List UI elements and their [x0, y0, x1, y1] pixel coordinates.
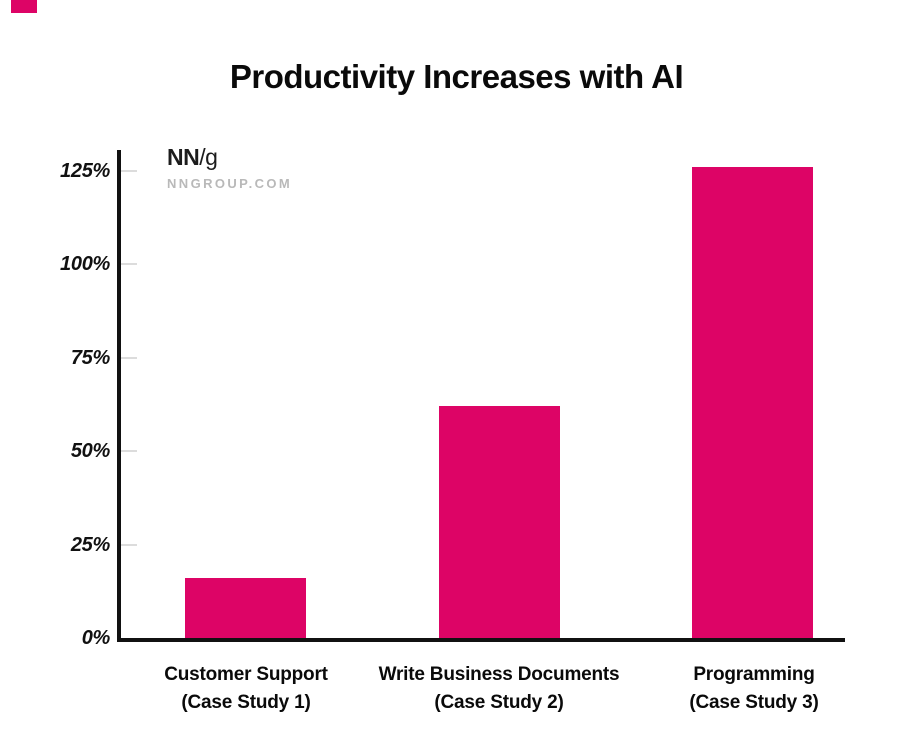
y-tick-label: 0% [81, 627, 111, 649]
y-axis-line [117, 150, 121, 642]
category-label-line2: (Case Study 2) [434, 692, 564, 713]
nng-logo: NN/g NNGROUP.COM [167, 144, 292, 191]
y-tick-label: 75% [70, 346, 110, 369]
y-tick-mark [121, 170, 137, 172]
y-tick-label: 50% [70, 440, 110, 463]
category-label-write-business-documents: Write Business Documents (Case Study 2) [349, 661, 649, 717]
brand-corner-mark [11, 0, 37, 13]
bar-write-business-documents [439, 406, 560, 638]
y-tick-label: 100% [60, 253, 110, 276]
category-label-customer-support: Customer Support (Case Study 1) [96, 661, 396, 717]
category-label-line1: Programming [693, 664, 815, 685]
nng-logo-bold: NN [167, 144, 200, 170]
y-tick-mark [121, 356, 137, 359]
bar-customer-support [185, 578, 306, 638]
chart-title: Productivity Increases with AI [229, 58, 684, 95]
y-tick-mark [121, 263, 137, 266]
category-label-line1: Write Business Documents [378, 664, 620, 685]
category-label-programming: Programming (Case Study 3) [604, 661, 904, 717]
x-axis-line [117, 638, 845, 642]
nng-logo-text: NN/g [167, 144, 218, 170]
nng-logo-suffix: /g [199, 144, 218, 170]
y-tick-label: 125% [60, 160, 110, 182]
y-tick-label: 25% [70, 533, 110, 556]
nng-site-label: NNGROUP.COM [167, 176, 293, 191]
category-label-line1: Customer Support [164, 664, 328, 685]
y-tick-mark [121, 450, 137, 453]
y-tick-mark [121, 543, 137, 546]
bar-programming [692, 167, 813, 638]
category-label-line2: (Case Study 3) [689, 692, 819, 713]
category-label-line2: (Case Study 1) [181, 692, 311, 713]
